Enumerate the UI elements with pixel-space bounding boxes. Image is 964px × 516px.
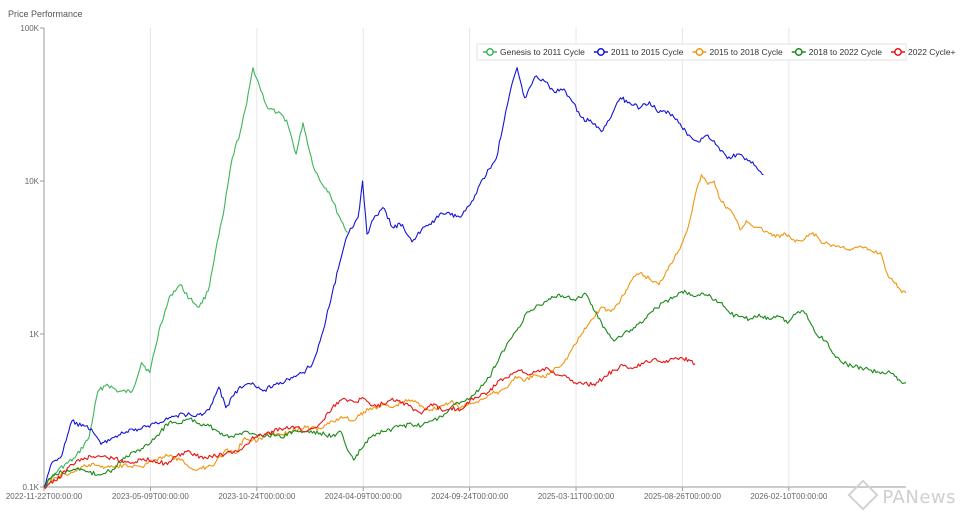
legend-background (476, 43, 907, 61)
legend-label: 2011 to 2015 Cycle (611, 47, 684, 57)
watermark-text: PANews (882, 487, 956, 508)
legend-swatch-marker (695, 48, 704, 56)
legend-item[interactable]: 2018 to 2022 Cycle (791, 47, 883, 57)
series-line (43, 289, 907, 488)
x-tick-label: 2022-11-22T00:00:00 (6, 492, 83, 501)
y-tick-label: 10K (25, 177, 40, 186)
x-tick-label: 2023-05-09T00:00:00 (112, 492, 190, 501)
x-tick-label: 2025-08-26T00:00:00 (644, 492, 722, 501)
x-tick-label: 2024-04-09T00:00:00 (325, 492, 403, 501)
panews-logo-icon (847, 479, 879, 511)
legend: Genesis to 2011 Cycle 2011 to 2015 Cycle 2… (476, 43, 956, 61)
watermark: PANews (847, 479, 956, 511)
legend-label: 2018 to 2022 Cycle (809, 47, 883, 57)
legend-item[interactable]: 2015 to 2018 Cycle (692, 47, 784, 57)
legend-swatch-marker (794, 48, 803, 56)
x-tick-label: 2026-02-10T00:00:00 (750, 492, 828, 501)
y-tick-label: 1K (29, 330, 39, 339)
legend-item[interactable]: Genesis to 2011 Cycle (483, 47, 585, 57)
legend-swatch-marker (596, 48, 605, 56)
legend-label: 2015 to 2018 Cycle (710, 47, 784, 57)
series-line (43, 174, 907, 489)
legend-swatch-marker (486, 48, 494, 56)
series-line (43, 356, 696, 489)
chart-title: Price Performance (8, 9, 83, 19)
legend-swatch-marker (894, 48, 902, 56)
x-tick-label: 2024-09-24T00:00:00 (431, 492, 509, 501)
series-line (44, 67, 348, 488)
series-line (43, 67, 764, 488)
x-tick-label: 2025-03-11T00:00:00 (538, 492, 615, 501)
x-tick-label: 2023-10-24T00:00:00 (218, 492, 296, 501)
legend-item[interactable]: 2022 Cycle+ (891, 47, 956, 57)
legend-label: Genesis to 2011 Cycle (500, 47, 585, 57)
legend-item[interactable]: 2011 to 2015 Cycle (593, 47, 684, 57)
y-tick-label: 0.1K (23, 483, 40, 492)
legend-label: 2022 Cycle+ (908, 47, 956, 57)
y-tick-label: 100K (20, 24, 39, 33)
